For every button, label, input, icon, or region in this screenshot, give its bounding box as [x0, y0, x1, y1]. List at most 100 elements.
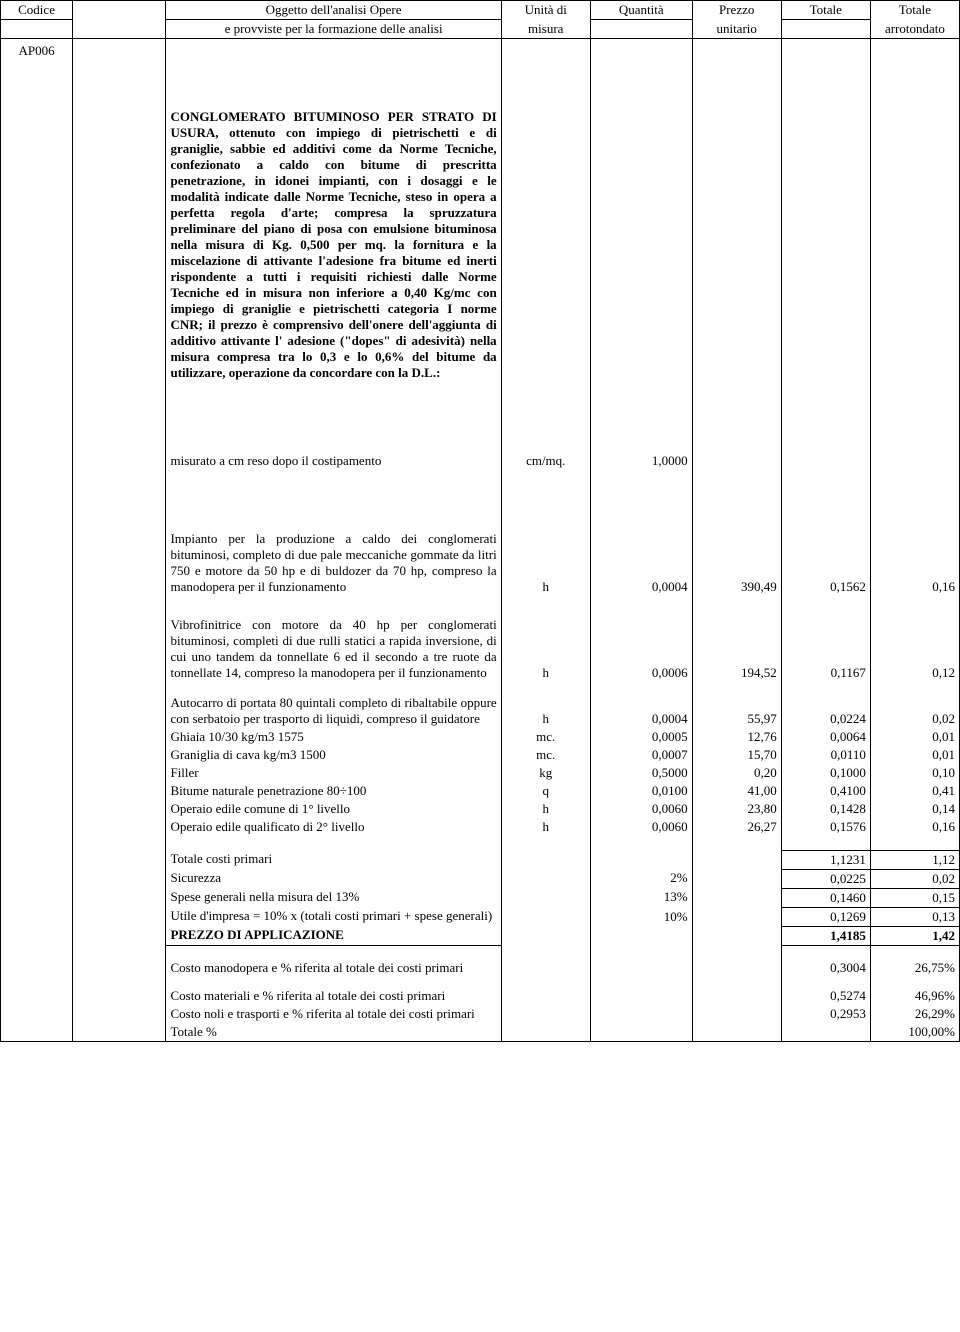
- sum-spese-label: Spese generali nella misura del 13%: [166, 888, 501, 907]
- row-item-5: Filler kg 0,5000 0,20 0,1000 0,10: [1, 764, 960, 782]
- header-row-2: e provviste per la formazione delle anal…: [1, 20, 960, 39]
- tot-7: 0,1428: [781, 800, 870, 818]
- spacer-7: [1, 977, 960, 987]
- pu-7: 23,80: [692, 800, 781, 818]
- pu-4: 15,70: [692, 746, 781, 764]
- tot-5: 0,1000: [781, 764, 870, 782]
- desc-2: Autocarro di portata 80 quintali complet…: [166, 694, 501, 728]
- sum-primari-arr: 1,12: [870, 850, 959, 869]
- arr-7: 0,14: [870, 800, 959, 818]
- desc-0: Impianto per la produzione a caldo dei c…: [166, 530, 501, 596]
- h2-arr2: arrotondato: [870, 20, 959, 39]
- row-main-desc: AP006 CONGLOMERATO BITUMINOSO PER STRATO…: [1, 39, 960, 383]
- sum-utile-tot: 0,1269: [781, 907, 870, 926]
- desc-5: Filler: [166, 764, 501, 782]
- row-misurato: misurato a cm reso dopo il costipamento …: [1, 452, 960, 470]
- sum-utile-label: Utile d'impresa = 10% x (totali costi pr…: [166, 907, 501, 926]
- h2-codice: [1, 20, 73, 39]
- row-sum-primari: Totale costi primari 1,1231 1,12: [1, 850, 960, 869]
- h2-oggetto2: e provviste per la formazione delle anal…: [166, 20, 501, 39]
- qta-7: 0,0060: [590, 800, 692, 818]
- code-cell: AP006: [1, 39, 73, 383]
- row-sum-utile: Utile d'impresa = 10% x (totali costi pr…: [1, 907, 960, 926]
- spacer-2: [1, 470, 960, 530]
- arr-6: 0,41: [870, 782, 959, 800]
- pu-0: 390,49: [692, 530, 781, 596]
- spacer-1: [1, 382, 960, 452]
- h2-tot: [781, 20, 870, 39]
- desc-1: Vibrofinitrice con motore da 40 hp per c…: [166, 616, 501, 682]
- h2-gap: [73, 20, 166, 39]
- row-foot-totpct: Totale % 100,00%: [1, 1023, 960, 1042]
- foot-mano-pct: 26,75%: [870, 959, 959, 977]
- tot-8: 0,1576: [781, 818, 870, 836]
- gap-cell: [73, 39, 166, 383]
- spacer-4: [1, 682, 960, 694]
- h-qta: Quantità: [590, 1, 692, 20]
- arr-8: 0,16: [870, 818, 959, 836]
- tot-4: 0,0110: [781, 746, 870, 764]
- sum-prezzo-tot: 1,4185: [781, 926, 870, 945]
- qta-0: 0,0004: [590, 530, 692, 596]
- row-foot-mat: Costo materiali e % riferita al totale d…: [1, 987, 960, 1005]
- um-7: h: [501, 800, 590, 818]
- sum-utile-pct: 10%: [590, 907, 692, 926]
- row-item-2: Autocarro di portata 80 quintali complet…: [1, 694, 960, 728]
- foot-mat-label: Costo materiali e % riferita al totale d…: [166, 987, 501, 1005]
- row-sum-prezzo: PREZZO DI APPLICAZIONE 1,4185 1,42: [1, 926, 960, 945]
- arr-0: 0,16: [870, 530, 959, 596]
- spacer-3: [1, 596, 960, 616]
- row-sum-spese: Spese generali nella misura del 13% 13% …: [1, 888, 960, 907]
- tot-1: 0,1167: [781, 616, 870, 682]
- arr-3: 0,01: [870, 728, 959, 746]
- row-item-6: Bitume naturale penetrazione 80÷100 q 0,…: [1, 782, 960, 800]
- analysis-table: Codice Oggetto dell'analisi Opere Unità …: [0, 0, 960, 1042]
- qta-5: 0,5000: [590, 764, 692, 782]
- h2-qta: [590, 20, 692, 39]
- sum-prezzo-label: PREZZO DI APPLICAZIONE: [166, 926, 501, 945]
- arr-2: 0,02: [870, 694, 959, 728]
- sum-spese-tot: 0,1460: [781, 888, 870, 907]
- sum-spese-arr: 0,15: [870, 888, 959, 907]
- sum-sicurezza-arr: 0,02: [870, 869, 959, 888]
- foot-mat-pct: 46,96%: [870, 987, 959, 1005]
- arr-4: 0,01: [870, 746, 959, 764]
- foot-noli-pct: 26,29%: [870, 1005, 959, 1023]
- tot-6: 0,4100: [781, 782, 870, 800]
- misurato-label: misurato a cm reso dopo il costipamento: [166, 452, 501, 470]
- tot-3: 0,0064: [781, 728, 870, 746]
- desc-6: Bitume naturale penetrazione 80÷100: [166, 782, 501, 800]
- foot-totpct-label: Totale %: [166, 1023, 501, 1042]
- um-1: h: [501, 616, 590, 682]
- row-sum-sicurezza: Sicurezza 2% 0,0225 0,02: [1, 869, 960, 888]
- h2-um2: misura: [501, 20, 590, 39]
- row-item-3: Ghiaia 10/30 kg/m3 1575 mc. 0,0005 12,76…: [1, 728, 960, 746]
- um-0: h: [501, 530, 590, 596]
- sum-spese-pct: 13%: [590, 888, 692, 907]
- um-6: q: [501, 782, 590, 800]
- desc-4: Graniglia di cava kg/m3 1500: [166, 746, 501, 764]
- foot-noli-label: Costo noli e trasporti e % riferita al t…: [166, 1005, 501, 1023]
- um-5: kg: [501, 764, 590, 782]
- misurato-qta: 1,0000: [590, 452, 692, 470]
- row-item-7: Operaio edile comune di 1° livello h 0,0…: [1, 800, 960, 818]
- desc-3: Ghiaia 10/30 kg/m3 1575: [166, 728, 501, 746]
- h-prezzo1: Prezzo: [692, 1, 781, 20]
- foot-totpct-pct: 100,00%: [870, 1023, 959, 1042]
- sum-prezzo-arr: 1,42: [870, 926, 959, 945]
- row-foot-mano: Costo manodopera e % riferita al totale …: [1, 959, 960, 977]
- foot-mat-tot: 0,5274: [781, 987, 870, 1005]
- foot-mano-label: Costo manodopera e % riferita al totale …: [166, 959, 501, 977]
- um-2: h: [501, 694, 590, 728]
- qta-4: 0,0007: [590, 746, 692, 764]
- pu-3: 12,76: [692, 728, 781, 746]
- h2-prezzo2: unitario: [692, 20, 781, 39]
- um-4: mc.: [501, 746, 590, 764]
- arr-5: 0,10: [870, 764, 959, 782]
- um-3: mc.: [501, 728, 590, 746]
- pu-5: 0,20: [692, 764, 781, 782]
- sum-primari-tot: 1,1231: [781, 850, 870, 869]
- desc-7: Operaio edile comune di 1° livello: [166, 800, 501, 818]
- sum-sicurezza-tot: 0,0225: [781, 869, 870, 888]
- pu-8: 26,27: [692, 818, 781, 836]
